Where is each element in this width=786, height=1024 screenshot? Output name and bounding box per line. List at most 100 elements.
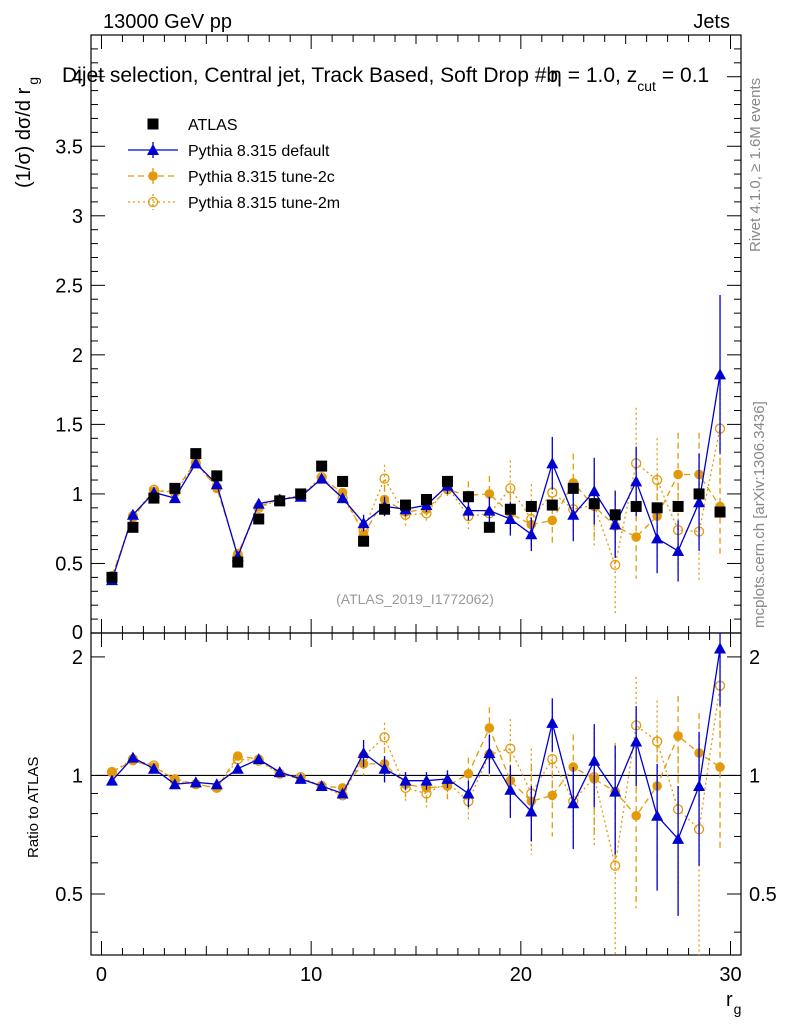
- legend-marker: [147, 196, 159, 208]
- series-line: [111, 428, 721, 577]
- data-point: [462, 491, 474, 503]
- y-tick-label: 0.5: [55, 884, 83, 906]
- ratio-panel: 0.5 0.51 12 20 10 20 30: [55, 632, 777, 986]
- y-tick-label: 3.5: [55, 136, 83, 158]
- data-point: [190, 448, 202, 460]
- series-pythia-8-315-default: [105, 633, 727, 916]
- xlabel: rg: [726, 989, 741, 1017]
- plot-title-end: = 0.1: [662, 64, 709, 87]
- plot-title: Dijet selection, Central jet, Track Base…: [62, 64, 709, 94]
- data-point: [126, 508, 139, 520]
- data-point: [105, 774, 118, 786]
- data-point: [567, 797, 580, 809]
- data-point: [336, 492, 349, 504]
- data-point: [610, 860, 621, 871]
- panel-frame: [90, 632, 742, 956]
- y-tick-label: 0: [72, 622, 83, 644]
- series-line: [111, 460, 721, 577]
- y-tick-label: 2: [72, 647, 83, 669]
- data-point: [525, 528, 538, 540]
- data-point: [232, 556, 244, 568]
- data-point: [462, 787, 475, 799]
- data-point: [714, 506, 726, 518]
- data-point: [379, 732, 390, 743]
- y-tick-label: 1: [72, 765, 83, 787]
- data-point: [673, 469, 683, 480]
- x-tick-label: 20: [510, 964, 532, 986]
- data-point: [525, 805, 538, 817]
- data-point: [379, 503, 391, 515]
- data-point: [189, 776, 202, 788]
- rivet-version-label: Rivet 4.1.0, ≥ 1.6M events: [747, 78, 764, 252]
- legend-item: Pythia 8.315 tune-2m: [128, 194, 340, 212]
- y-tick-label-right: 1: [749, 765, 760, 787]
- data-point: [127, 521, 139, 533]
- analysis-watermark: (ATLAS_2019_I1772062): [336, 591, 494, 607]
- data-point: [315, 472, 328, 484]
- data-point: [714, 642, 727, 654]
- data-point: [441, 772, 454, 784]
- plot-title-tail: = 1.0, z: [568, 64, 637, 87]
- legend: ATLAS Pythia 8.315 default Pythia 8.315 tu…: [128, 117, 340, 212]
- energy-label: 13000 GeV pp: [103, 11, 232, 33]
- data-point: [148, 492, 160, 504]
- data-point: [210, 478, 223, 490]
- data-point: [252, 753, 265, 765]
- data-point: [294, 772, 307, 784]
- jets-label: Jets: [693, 11, 730, 33]
- data-point: [169, 482, 181, 494]
- data-point: [189, 457, 202, 469]
- data-point: [505, 483, 516, 494]
- data-point: [441, 475, 453, 487]
- y-tick-label: 0.5: [55, 553, 83, 575]
- data-point: [252, 497, 265, 509]
- legend-label: Pythia 8.315 tune-2c: [188, 169, 335, 186]
- data-point: [484, 489, 495, 499]
- data-point: [420, 493, 432, 505]
- data-point: [357, 747, 370, 759]
- ylabel-bottom: Ratio to ATLAS: [25, 757, 42, 858]
- data-point: [483, 521, 495, 533]
- data-point: [295, 488, 307, 500]
- ylabel-top: (1/σ) dσ/d r g: [13, 77, 41, 188]
- data-point: [546, 716, 559, 728]
- series-pythia-8-315-tune-2m: [106, 372, 726, 614]
- data-point: [484, 723, 495, 733]
- data-point: [483, 747, 496, 759]
- data-point: [211, 470, 223, 482]
- data-point: [147, 762, 160, 774]
- data-point: [525, 500, 537, 512]
- y-tick-label: 1.5: [55, 414, 83, 436]
- plot-title-sub: cut: [637, 78, 656, 94]
- data-point: [567, 482, 579, 494]
- data-point: [337, 475, 349, 487]
- data-point: [693, 496, 706, 508]
- data-point: [631, 532, 641, 542]
- data-point: [399, 774, 412, 786]
- data-point: [462, 504, 475, 516]
- data-point: [106, 571, 118, 583]
- data-point: [168, 492, 181, 504]
- legend-item: Pythia 8.315 tune-2c: [128, 168, 335, 186]
- x-tick-label: 0: [96, 964, 107, 986]
- eta-symbol: η: [550, 64, 562, 87]
- data-point: [672, 832, 685, 844]
- data-point: [210, 778, 223, 790]
- data-point: [651, 809, 664, 821]
- data-point: [631, 810, 641, 821]
- y-tick-label: 4: [72, 67, 83, 89]
- data-point: [483, 504, 496, 516]
- data-point: [715, 762, 725, 772]
- data-point: [546, 457, 559, 469]
- data-point: [547, 790, 558, 801]
- mcplots-label: mcplots.cern.ch [arXiv:1306.3436]: [751, 401, 768, 628]
- data-point: [588, 754, 601, 766]
- y-tick-label: 1: [72, 484, 83, 506]
- data-point: [379, 473, 390, 484]
- plot-area: [105, 295, 727, 614]
- data-point: [168, 778, 181, 790]
- data-point: [588, 498, 600, 510]
- top-panel: 0.5 1 1.5 2 2.5 3 3.5 4 0: [55, 34, 742, 644]
- y-tick-label: 2.5: [55, 275, 83, 297]
